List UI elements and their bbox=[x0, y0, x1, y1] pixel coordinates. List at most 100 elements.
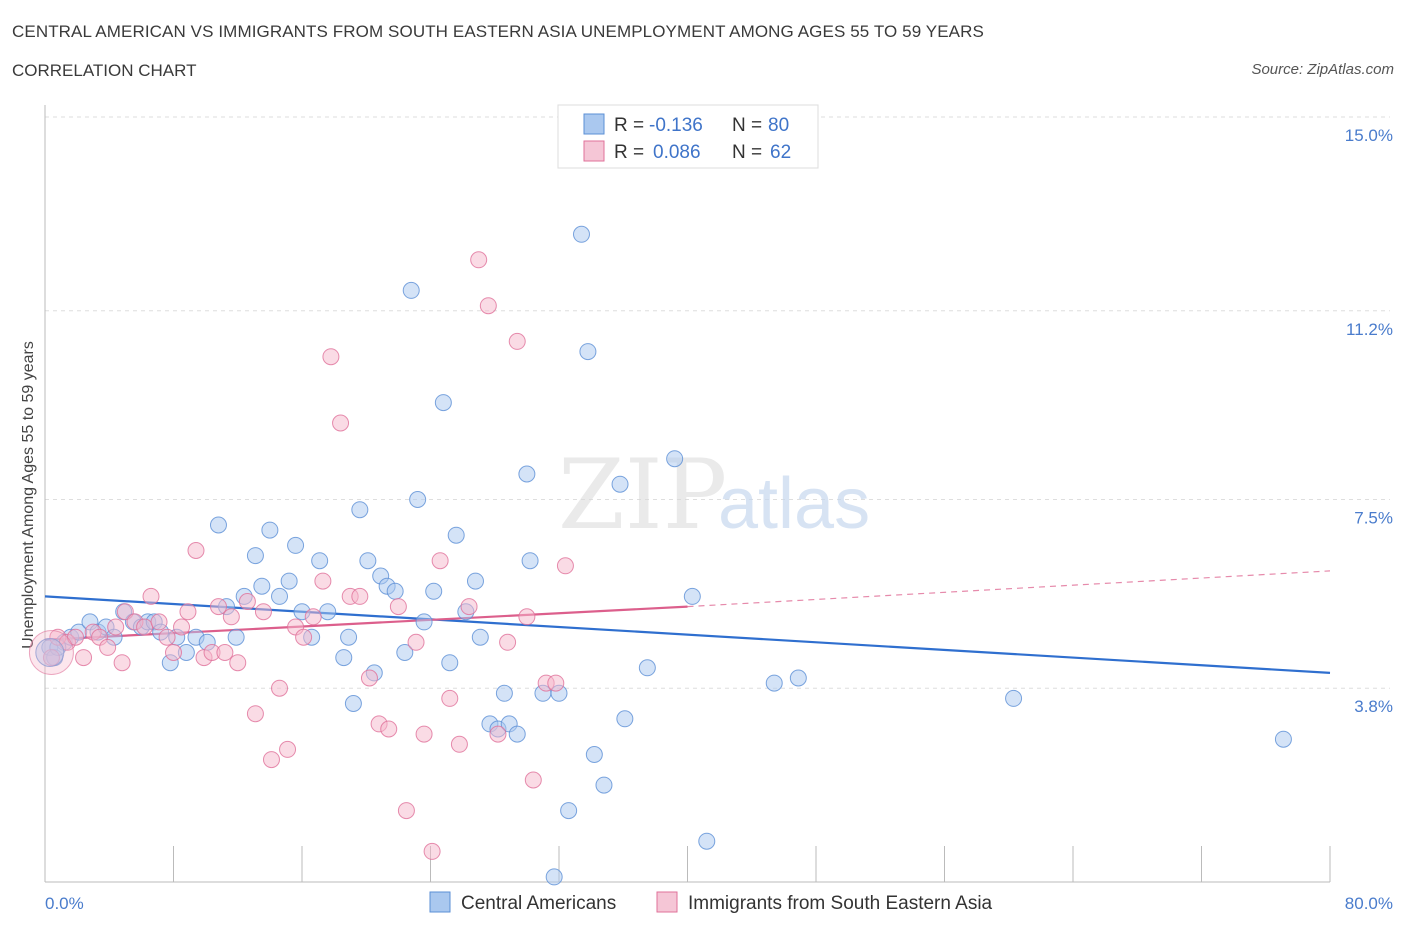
source-label: Source: ZipAtlas.com bbox=[1251, 61, 1394, 78]
legend-n-label-2: N = bbox=[732, 142, 762, 163]
point-central-americans bbox=[466, 572, 484, 590]
bottom-legend-label-2: Immigrants from South Eastern Asia bbox=[688, 893, 993, 914]
point-se-asia-immigrants bbox=[113, 654, 131, 672]
point-central-americans bbox=[545, 868, 563, 886]
point-central-americans bbox=[666, 450, 684, 468]
legend-r-value-1: -0.136 bbox=[649, 115, 703, 136]
point-se-asia-immigrants bbox=[179, 603, 197, 621]
point-se-asia-immigrants bbox=[450, 735, 468, 753]
point-central-americans bbox=[495, 684, 513, 702]
point-se-asia-immigrants bbox=[332, 414, 350, 432]
point-central-americans bbox=[359, 552, 377, 570]
point-se-asia-immigrants bbox=[407, 633, 425, 651]
point-se-asia-immigrants bbox=[187, 542, 205, 559]
point-se-asia-immigrants bbox=[380, 720, 398, 738]
y-axis-label: Unemployment Among Ages 55 to 59 years bbox=[20, 341, 37, 649]
point-central-americans bbox=[287, 536, 305, 554]
point-se-asia-immigrants bbox=[279, 740, 297, 758]
point-central-americans bbox=[246, 547, 264, 565]
watermark: ZIP atlas bbox=[558, 439, 870, 551]
point-central-americans bbox=[261, 521, 279, 539]
legend-r-value-2: 0.086 bbox=[653, 142, 701, 163]
point-se-asia-immigrants bbox=[547, 674, 565, 692]
point-se-asia-immigrants bbox=[397, 802, 415, 820]
point-central-americans bbox=[447, 526, 465, 544]
legend-n-value-1: 80 bbox=[768, 115, 789, 136]
point-se-asia-immigrants bbox=[295, 628, 313, 646]
point-se-asia-immigrants bbox=[75, 649, 93, 667]
point-se-asia-immigrants bbox=[254, 603, 272, 621]
point-se-asia-immigrants bbox=[415, 725, 433, 743]
point-se-asia-immigrants bbox=[107, 618, 125, 636]
point-se-asia-immigrants bbox=[314, 572, 332, 590]
point-se-asia-immigrants bbox=[423, 842, 441, 860]
point-central-americans bbox=[789, 669, 807, 687]
trend-line-se-asia bbox=[44, 605, 688, 641]
legend-n-label-1: N = bbox=[732, 115, 762, 136]
point-se-asia-immigrants bbox=[28, 630, 74, 675]
legend-r-label-2: R = bbox=[614, 142, 644, 163]
y-tick-label: 3.8% bbox=[1354, 697, 1393, 716]
point-se-asia-immigrants bbox=[518, 608, 536, 626]
legend-swatch-pink bbox=[583, 140, 605, 162]
point-se-asia-immigrants bbox=[556, 557, 574, 575]
point-central-americans bbox=[611, 475, 629, 493]
point-central-americans bbox=[280, 572, 298, 590]
point-central-americans bbox=[765, 674, 783, 692]
point-se-asia-immigrants bbox=[238, 593, 256, 610]
point-central-americans bbox=[518, 465, 536, 483]
point-se-asia-immigrants bbox=[99, 638, 117, 656]
point-se-asia-immigrants bbox=[431, 552, 449, 570]
watermark-zip: ZIP bbox=[558, 439, 727, 551]
point-se-asia-immigrants bbox=[499, 633, 517, 651]
point-se-asia-immigrants bbox=[322, 348, 340, 366]
point-se-asia-immigrants bbox=[351, 587, 369, 605]
point-central-americans bbox=[560, 802, 578, 820]
point-se-asia-immigrants bbox=[222, 608, 240, 626]
point-se-asia-immigrants bbox=[136, 618, 154, 636]
point-se-asia-immigrants bbox=[470, 251, 488, 269]
data-points bbox=[28, 225, 1292, 886]
y-tick-label: 11.2% bbox=[1346, 320, 1393, 339]
point-se-asia-immigrants bbox=[304, 608, 322, 626]
point-central-americans bbox=[434, 394, 452, 412]
point-central-americans bbox=[508, 725, 526, 743]
point-central-americans bbox=[1274, 730, 1292, 748]
point-se-asia-immigrants bbox=[262, 751, 280, 769]
point-central-americans bbox=[415, 613, 433, 631]
x-tick-label-min: 0.0% bbox=[45, 894, 84, 913]
point-se-asia-immigrants bbox=[508, 332, 526, 350]
point-se-asia-immigrants bbox=[229, 654, 247, 672]
point-central-americans bbox=[441, 654, 459, 672]
point-central-americans bbox=[335, 649, 353, 667]
point-central-americans bbox=[585, 746, 603, 763]
point-se-asia-immigrants bbox=[271, 679, 289, 697]
chart-subtitle: CORRELATION CHART bbox=[12, 61, 197, 80]
bottom-legend-swatch-blue bbox=[429, 891, 451, 913]
point-central-americans bbox=[616, 710, 634, 728]
point-central-americans bbox=[319, 603, 337, 621]
point-se-asia-immigrants bbox=[460, 598, 478, 616]
point-central-americans bbox=[471, 628, 489, 646]
point-central-americans bbox=[35, 638, 65, 667]
point-central-americans bbox=[409, 491, 427, 508]
chart-title: CENTRAL AMERICAN VS IMMIGRANTS FROM SOUT… bbox=[12, 22, 984, 41]
trend-line-se-asia-extension bbox=[687, 570, 1331, 608]
point-se-asia-immigrants bbox=[209, 598, 227, 616]
point-central-americans bbox=[638, 659, 656, 677]
point-central-americans bbox=[271, 587, 289, 605]
point-central-americans bbox=[521, 552, 539, 570]
axes bbox=[44, 105, 1330, 883]
point-central-americans bbox=[698, 832, 716, 850]
point-central-americans bbox=[340, 628, 358, 646]
bottom-legend-label-1: Central Americans bbox=[461, 893, 616, 914]
point-central-americans bbox=[425, 582, 443, 600]
point-se-asia-immigrants bbox=[158, 628, 176, 646]
point-central-americans bbox=[1005, 689, 1023, 707]
point-se-asia-immigrants bbox=[165, 644, 182, 661]
point-central-americans bbox=[595, 776, 613, 794]
legend-r-label-1: R = bbox=[614, 115, 644, 136]
point-se-asia-immigrants bbox=[479, 297, 497, 315]
legend-n-value-2: 62 bbox=[770, 142, 791, 163]
